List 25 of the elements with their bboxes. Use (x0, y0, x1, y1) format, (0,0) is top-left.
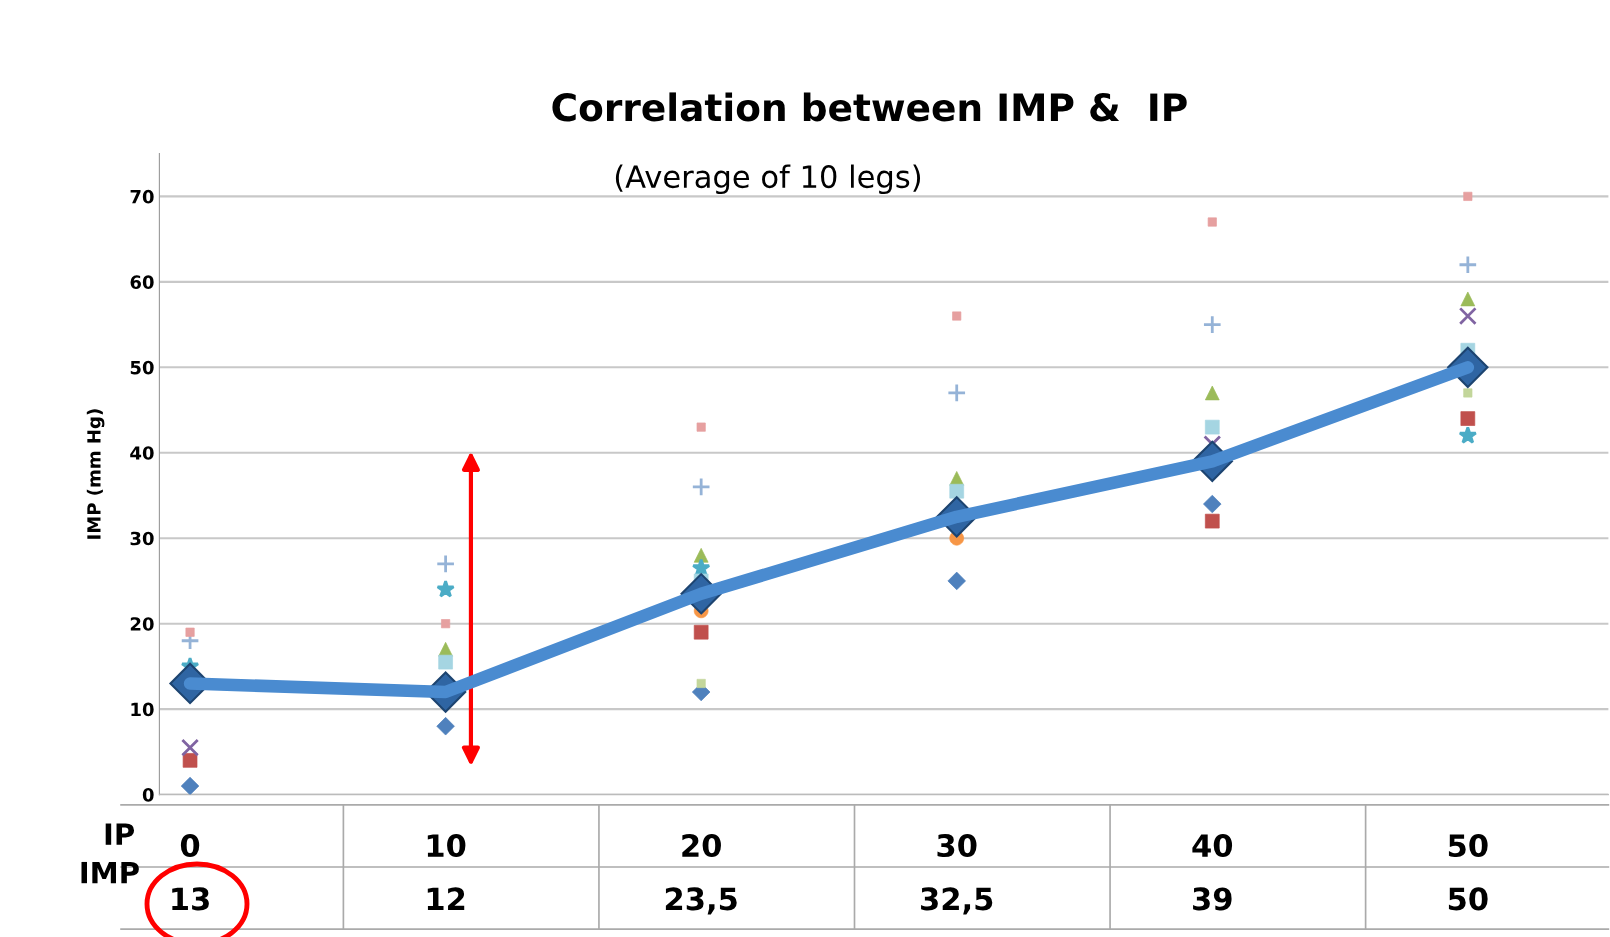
y-tick-label: 50 (130, 360, 154, 375)
y-tick-label: 30 (130, 531, 154, 546)
x-tick-label: 20 (682, 834, 721, 858)
data-label: 39 (1193, 887, 1232, 911)
chart-subtitle: (Average of 10 legs) (615, 164, 921, 195)
y-tick-label: 70 (130, 189, 154, 204)
chart-title: Correlation between IMP & IP (552, 92, 1187, 122)
data-label: 12 (427, 887, 465, 911)
data-label: 50 (1448, 887, 1488, 911)
x-tick-label: 0 (180, 834, 200, 858)
y-axis-title: IMP (mm Hg) (86, 409, 105, 539)
text: IMP (81, 861, 139, 884)
y-tick-label: 60 (130, 275, 154, 289)
data-label: 23,5 (665, 887, 737, 915)
x-tick-label: 30 (937, 834, 977, 858)
y-tick-label: 20 (130, 617, 154, 631)
data-label: 13 (172, 887, 209, 911)
y-tick-label: 40 (130, 446, 154, 460)
x-tick-label: 40 (1192, 834, 1233, 858)
y-tick-label: 0 (142, 788, 154, 802)
x-tick-label: 10 (427, 834, 466, 858)
data-label: 32,5 (921, 887, 993, 915)
x-axis-title: IP (105, 823, 135, 845)
y-tick-label: 10 (131, 702, 154, 717)
x-tick-label: 50 (1448, 834, 1488, 858)
